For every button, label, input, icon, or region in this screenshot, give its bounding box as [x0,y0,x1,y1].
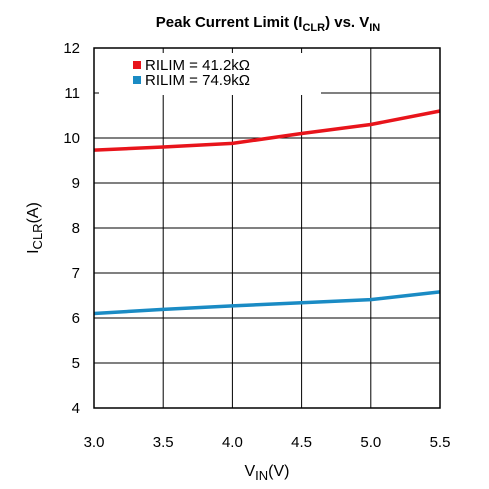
y-tick-label: 8 [72,220,80,237]
series-line-2 [93,290,441,316]
x-tick-label: 5.0 [360,434,381,451]
x-tick-label: 4.0 [222,434,243,451]
series-line-1 [93,109,441,152]
y-axis-label: ICLR(A) [25,202,45,254]
legend-swatch-2 [133,76,141,84]
y-tick-label: 6 [72,310,80,327]
y-tick-label: 4 [72,400,80,417]
y-tick-label: 5 [72,355,80,372]
y-tick-label: 10 [63,130,80,147]
legend-label-2: RILIM = 74.9kΩ [145,72,250,89]
series-layer [93,109,441,316]
x-tick-label: 3.5 [153,434,174,451]
legend-background [99,53,321,95]
chart-title: Peak Current Limit (ICLR) vs. VIN [156,14,381,34]
y-tick-label: 11 [64,85,80,102]
y-tick-labels: 4 5 6 7 8 9 10 11 12 [63,40,80,417]
x-tick-labels: 3.0 3.5 4.0 4.5 5.0 5.5 [84,434,451,451]
y-tick-label: 12 [63,40,80,57]
x-tick-label: 4.5 [291,434,312,451]
x-axis-label: VIN(V) [245,463,290,483]
y-tick-label: 7 [72,265,80,282]
x-tick-label: 3.0 [84,434,105,451]
plot-border [93,47,441,409]
legend-swatch-1 [133,61,141,69]
legend-label-1: RILIM = 41.2kΩ [145,57,250,74]
x-tick-label: 5.5 [430,434,451,451]
y-tick-label: 9 [72,175,80,192]
